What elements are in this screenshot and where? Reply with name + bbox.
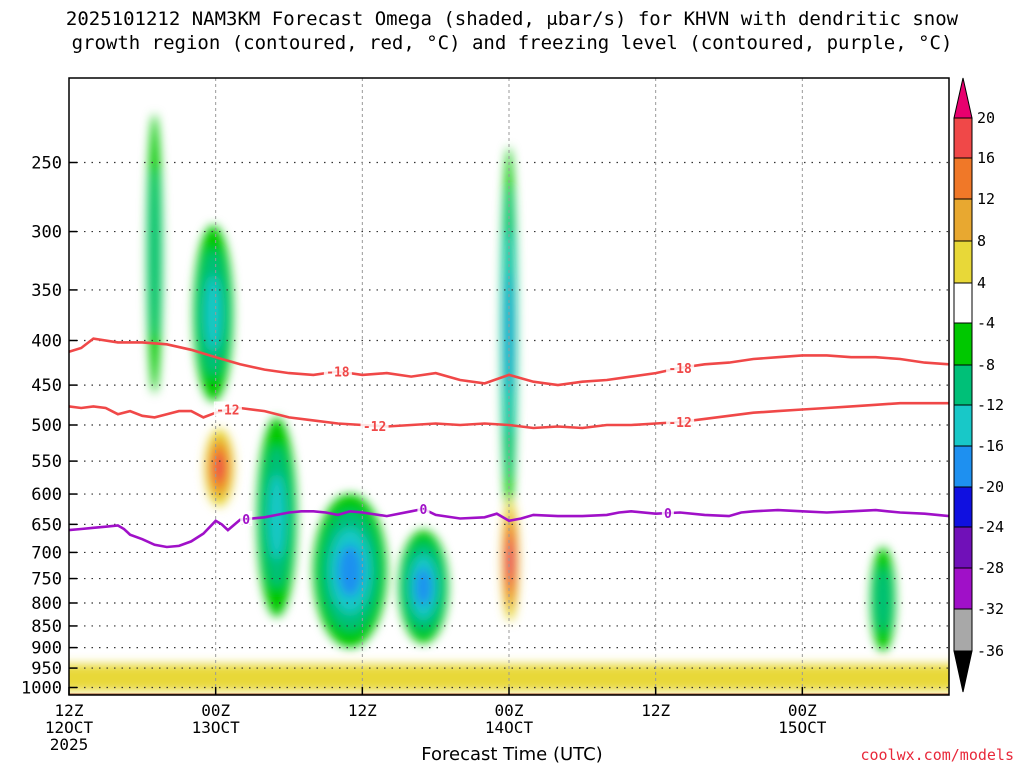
colorbar-label-10: -24 — [977, 518, 1004, 536]
x-tick-label-60-1: 15OCT — [778, 718, 827, 737]
colorbar-label-5: -4 — [977, 314, 995, 332]
colorbar-bin-0 — [953, 117, 973, 159]
colorbar-bin-6 — [953, 364, 973, 406]
colorbar-label-8: -16 — [977, 437, 1004, 455]
colorbar-label-6: -8 — [977, 356, 995, 374]
contour-label--12-2: -12 — [668, 416, 691, 431]
contour-label-bg--12-2 — [666, 413, 695, 429]
x-axis-label: Forecast Time (UTC) — [421, 744, 603, 765]
x-tick-label-36-0: 00Z — [495, 701, 524, 720]
colorbar-bin-8 — [953, 445, 973, 488]
colorbar-bin-10 — [953, 526, 973, 569]
y-tick-label-800: 800 — [31, 594, 62, 614]
x-tick-label-24-0: 12Z — [348, 701, 377, 720]
colorbar-bin-1 — [953, 157, 973, 200]
colorbar-label-11: -28 — [977, 559, 1004, 577]
contour-label-bg--18-0 — [323, 363, 352, 379]
shaded-region-3-level-3 — [214, 454, 225, 481]
shaded-region-5-level-3 — [337, 545, 363, 597]
contour-label--12-1: -12 — [363, 420, 386, 435]
shaded-region-2-level-2 — [204, 275, 222, 352]
shaded-omega-field — [69, 114, 949, 692]
y-tick-label-750: 750 — [31, 570, 62, 590]
y-tick-label-1000: 1000 — [21, 679, 62, 699]
colorbar-label-12: -32 — [977, 600, 1004, 618]
y-tick-label-950: 950 — [31, 659, 62, 679]
contour-label-0-0: 0 — [242, 513, 250, 528]
contour-label-bg--18-1 — [666, 359, 695, 375]
colorbar-bottom-triangle — [953, 650, 973, 693]
contour-label--18-1: -18 — [668, 362, 692, 377]
colorbar-label-9: -20 — [977, 478, 1004, 496]
colorbar-bin-9 — [953, 486, 973, 528]
shaded-region-9-level-1 — [875, 567, 891, 631]
y-tick-label-650: 650 — [31, 515, 62, 535]
contour-label-bg--12-1 — [360, 417, 389, 433]
contour-label--12-0: -12 — [216, 404, 239, 419]
colorbar-bin-4 — [953, 282, 973, 324]
y-tick-label-250: 250 — [31, 154, 62, 174]
y-tick-label-700: 700 — [31, 543, 62, 563]
contour-label-0-1: 0 — [420, 503, 428, 518]
colorbar-label-2: 12 — [977, 190, 995, 208]
chart-title-line2: growth region (contoured, red, °C) and f… — [71, 32, 953, 54]
chart-title-line1: 2025101212 NAM3KM Forecast Omega (shaded… — [65, 8, 959, 30]
contour-label--18-0: -18 — [326, 365, 350, 380]
contour--12 — [69, 401, 949, 430]
shaded-region-1-level-1 — [150, 169, 159, 338]
y-tick-label-500: 500 — [31, 416, 62, 436]
shaded-region-4-level-2 — [268, 474, 286, 560]
colorbar-label-0: 20 — [977, 109, 995, 127]
x-tick-label-60-0: 00Z — [788, 701, 817, 720]
contour-0 — [69, 507, 949, 549]
contour-label-bg--12-0 — [213, 401, 242, 417]
x-tick-label-36-1: 14OCT — [485, 718, 534, 737]
contour-label-0-2: 0 — [664, 507, 672, 522]
y-tick-label-850: 850 — [31, 617, 62, 637]
colorbar-label-13: -36 — [977, 642, 1004, 660]
x-tick-label-12-0: 00Z — [201, 701, 230, 720]
contour--18 — [69, 337, 949, 387]
colorbar-label-1: 16 — [977, 149, 995, 167]
y-tick-label-450: 450 — [31, 376, 62, 396]
shaded-region-6-level-3 — [415, 567, 432, 606]
colorbar-label-7: -12 — [977, 396, 1004, 414]
colorbar-bin-12 — [953, 608, 973, 652]
x-tick-label-0-0: 12Z — [55, 701, 84, 720]
y-tick-label-600: 600 — [31, 485, 62, 505]
x-tick-label-0-1: 12OCT — [45, 718, 94, 737]
y-tick-label-900: 900 — [31, 639, 62, 659]
x-tick-label-0-2: 2025 — [50, 735, 89, 754]
x-tick-label-12-1: 13OCT — [192, 718, 241, 737]
colorbar-bin-5 — [953, 322, 973, 366]
colorbar-label-3: 8 — [977, 232, 986, 250]
colorbar-bin-11 — [953, 567, 973, 610]
y-tick-label-300: 300 — [31, 223, 62, 243]
y-tick-label-350: 350 — [31, 281, 62, 301]
colorbar-bin-3 — [953, 240, 973, 284]
contour-label-bg-0-2 — [661, 505, 674, 521]
contour-label-bg-0-0 — [240, 511, 253, 527]
site-credit[interactable]: coolwx.com/models — [860, 746, 1014, 764]
contour-label-bg-0-1 — [417, 500, 430, 516]
colorbar-bin-7 — [953, 404, 973, 447]
y-tick-label-400: 400 — [31, 331, 62, 351]
colorbar-label-4: 4 — [977, 274, 986, 292]
x-tick-label-48-0: 12Z — [641, 701, 670, 720]
colorbar-bin-2 — [953, 198, 973, 242]
y-tick-label-550: 550 — [31, 452, 62, 472]
colorbar-top-triangle — [953, 77, 973, 119]
